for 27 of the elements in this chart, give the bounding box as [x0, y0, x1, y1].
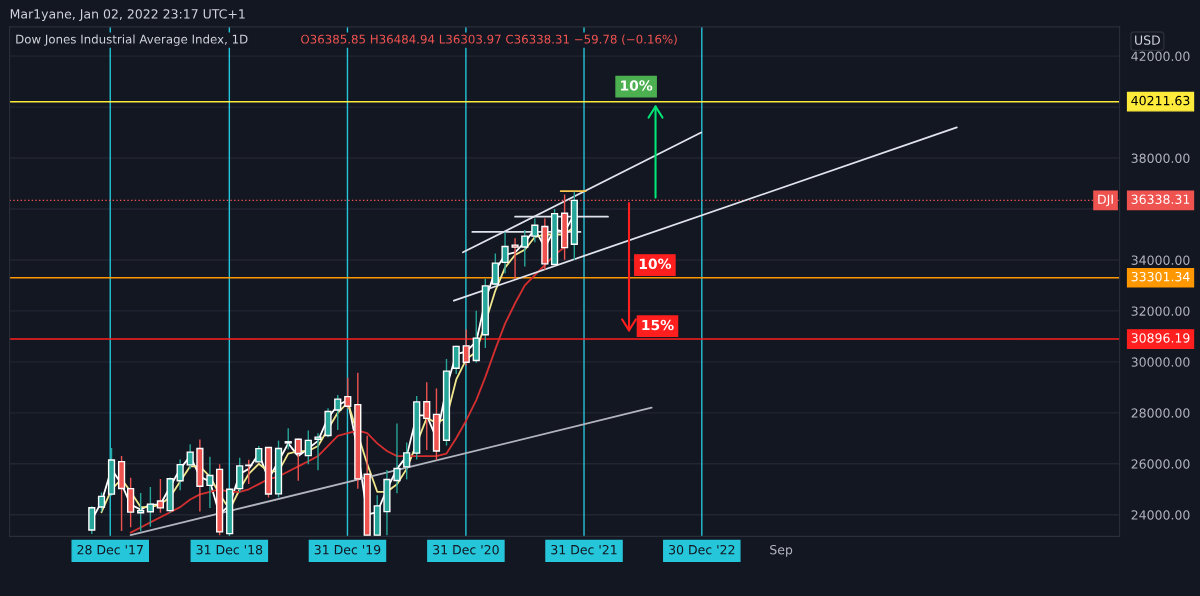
ref-line-label: 36338.31: [1131, 194, 1190, 204]
annotation: 15%: [642, 319, 674, 331]
y-axis-title: USD: [1135, 35, 1160, 45]
annotation: 10%: [639, 258, 672, 270]
chart-subtitle: Mar1yane, Jan 02, 2022 23:17 UTC+1: [10, 9, 245, 22]
x-tick-label: Sep: [770, 544, 793, 557]
ref-line-label: 33301.34: [1131, 271, 1190, 282]
y-tick-label: 24000.00: [1131, 510, 1190, 520]
y-tick-label: 32000.00: [1131, 306, 1190, 316]
x-tick-label: 31 Dec '18: [196, 544, 263, 555]
text: Dow Jones Industrial Average Index, 1D: [16, 34, 248, 46]
y-tick-label: 34000.00: [1131, 255, 1190, 265]
y-tick-label: 26000.00: [1131, 459, 1190, 469]
x-tick-label: 31 Dec '20: [433, 544, 499, 555]
y-tick-label: 42000.00: [1131, 51, 1190, 62]
annotation: O36385.85 H36484.94 L36303.97 C36338.31 −59.78 (−0.16%): [301, 34, 677, 45]
annotation: DJI: [1098, 194, 1113, 207]
y-tick-label: 38000.00: [1131, 153, 1190, 163]
annotation: 10%: [621, 80, 653, 91]
x-tick-label: 30 Dec '22: [669, 544, 735, 555]
x-tick-label: 31 Dec '19: [314, 544, 381, 555]
x-tick-label: 31 Dec '21: [551, 544, 617, 555]
y-tick-label: 30000.00: [1131, 357, 1190, 367]
y-tick-label: 28000.00: [1131, 408, 1190, 418]
ref-line-label: 40211.63: [1131, 95, 1190, 106]
ref-line-label: 30896.19: [1131, 333, 1190, 343]
x-tick-label: 28 Dec '17: [77, 544, 143, 555]
